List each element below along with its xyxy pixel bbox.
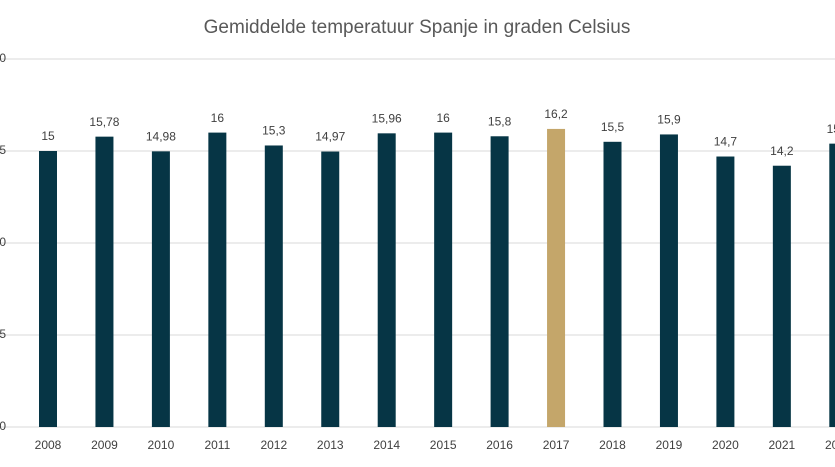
bar: [659, 134, 678, 427]
x-tick-label: 2021: [768, 438, 795, 452]
bar: [829, 143, 835, 427]
y-tick-label: 10: [0, 235, 6, 249]
value-label: 16: [211, 111, 225, 125]
x-tick-label: 2013: [317, 438, 344, 452]
x-tick-label: 2012: [260, 438, 287, 452]
value-label: 15: [41, 129, 55, 143]
bar: [603, 141, 622, 428]
bar: [547, 128, 566, 428]
chart-title: Gemiddelde temperatuur Spanje in graden …: [204, 17, 631, 38]
value-label: 14,2: [770, 144, 794, 158]
value-label: 15,96: [372, 112, 402, 126]
bar: [716, 156, 735, 427]
value-label: 15,5: [601, 120, 625, 134]
x-tick-label: 2014: [373, 438, 400, 452]
bar: [39, 151, 57, 427]
y-tick-label: 20: [0, 51, 6, 65]
value-label: 16: [436, 111, 450, 125]
x-tick-label: 2020: [712, 438, 739, 452]
x-tick-label: 2010: [148, 438, 175, 452]
value-label: 15,78: [89, 115, 119, 129]
value-label: 14,98: [146, 130, 176, 144]
bar: [208, 132, 227, 427]
x-tick-label: 2008: [35, 438, 62, 452]
value-label: 15,8: [488, 114, 512, 128]
bar: [377, 133, 396, 427]
value-label: 16,2: [544, 107, 568, 121]
value-label: 14,7: [714, 135, 738, 149]
bar: [264, 145, 283, 428]
bar: [490, 136, 509, 427]
x-tick-label: 2017: [543, 438, 570, 452]
x-tick-label: 2009: [91, 438, 118, 452]
bar: [151, 151, 170, 428]
x-tick-label: 2022: [825, 438, 835, 452]
y-tick-label: 5: [0, 327, 6, 341]
bar: [321, 151, 340, 427]
value-label: 14,97: [315, 130, 345, 144]
y-tick-label: 15: [0, 143, 6, 157]
x-tick-label: 2015: [430, 438, 457, 452]
x-tick-label: 2018: [599, 438, 626, 452]
x-tick-label: 2016: [486, 438, 513, 452]
y-tick-label: 0: [0, 419, 6, 433]
bar: [434, 132, 453, 427]
x-tick-label: 2019: [656, 438, 683, 452]
bar: [95, 136, 114, 427]
value-label: 15,3: [262, 124, 286, 138]
bar: [772, 165, 791, 427]
value-label: 15,4: [827, 122, 835, 136]
value-label: 15,9: [657, 113, 681, 127]
x-tick-label: 2011: [204, 438, 230, 452]
